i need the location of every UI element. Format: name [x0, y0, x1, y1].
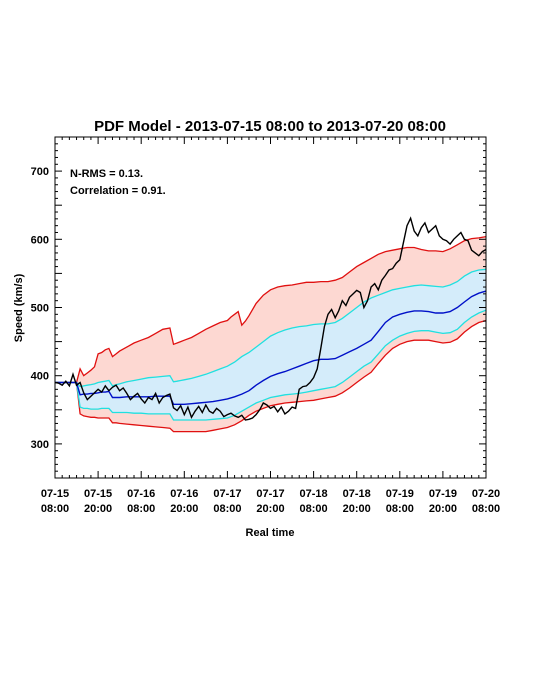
x-tick-label-date: 07-16 [170, 488, 198, 500]
chart-title: PDF Model - 2013-07-15 08:00 to 2013-07-… [94, 118, 446, 135]
x-tick-label-date: 07-15 [84, 488, 112, 500]
x-tick-label-time: 20:00 [170, 503, 198, 515]
annotation-correlation: Correlation = 0.91. [70, 185, 166, 197]
series-inner-lower-line [55, 309, 487, 421]
series-observed-line [54, 216, 487, 421]
y-tick-label: 600 [31, 234, 49, 246]
x-tick-label-date: 07-18 [343, 488, 371, 500]
x-tick-label-time: 08:00 [300, 503, 328, 515]
x-axis-label: Real time [246, 527, 295, 539]
x-tick-label-date: 07-17 [213, 488, 241, 500]
x-axis: 07-15 08:00 07-15 20:00 07-16 08:00 07-16 20:00… [41, 137, 500, 515]
x-tick-label-time: 08:00 [41, 503, 69, 515]
x-tick-label-time: 20:00 [429, 503, 457, 515]
annotation-nrms: N-RMS = 0.13. [70, 168, 143, 180]
series-outer-upper-line [55, 235, 487, 384]
x-tick-label-time: 08:00 [213, 503, 241, 515]
series-inner-upper-line [55, 268, 487, 388]
series-median-line [55, 290, 487, 405]
x-tick-label-date: 07-15 [41, 488, 69, 500]
x-tick-label-time: 08:00 [472, 503, 500, 515]
x-tick-label-time: 08:00 [127, 503, 155, 515]
y-axis: 300 400 500 600 700 [31, 136, 486, 479]
y-tick-label: 700 [31, 166, 49, 178]
x-tick-label-time: 08:00 [386, 503, 414, 515]
inner-band-fill [55, 269, 486, 420]
x-tick-label-date: 07-20 [472, 488, 500, 500]
x-tick-label-date: 07-16 [127, 488, 155, 500]
y-tick-label: 300 [31, 439, 49, 451]
series-outer-lower-line [55, 319, 487, 433]
y-tick-label: 500 [31, 303, 49, 315]
x-tick-label-date: 07-19 [386, 488, 414, 500]
x-tick-label-date: 07-18 [300, 488, 328, 500]
plot-area [54, 216, 487, 433]
x-tick-label-time: 20:00 [84, 503, 112, 515]
x-tick-label-time: 20:00 [343, 503, 371, 515]
x-tick-label-date: 07-17 [256, 488, 284, 500]
y-axis-label: Speed (km/s) [13, 273, 25, 342]
x-tick-label-date: 07-19 [429, 488, 457, 500]
y-tick-label: 400 [31, 371, 49, 383]
x-tick-label-time: 20:00 [256, 503, 284, 515]
